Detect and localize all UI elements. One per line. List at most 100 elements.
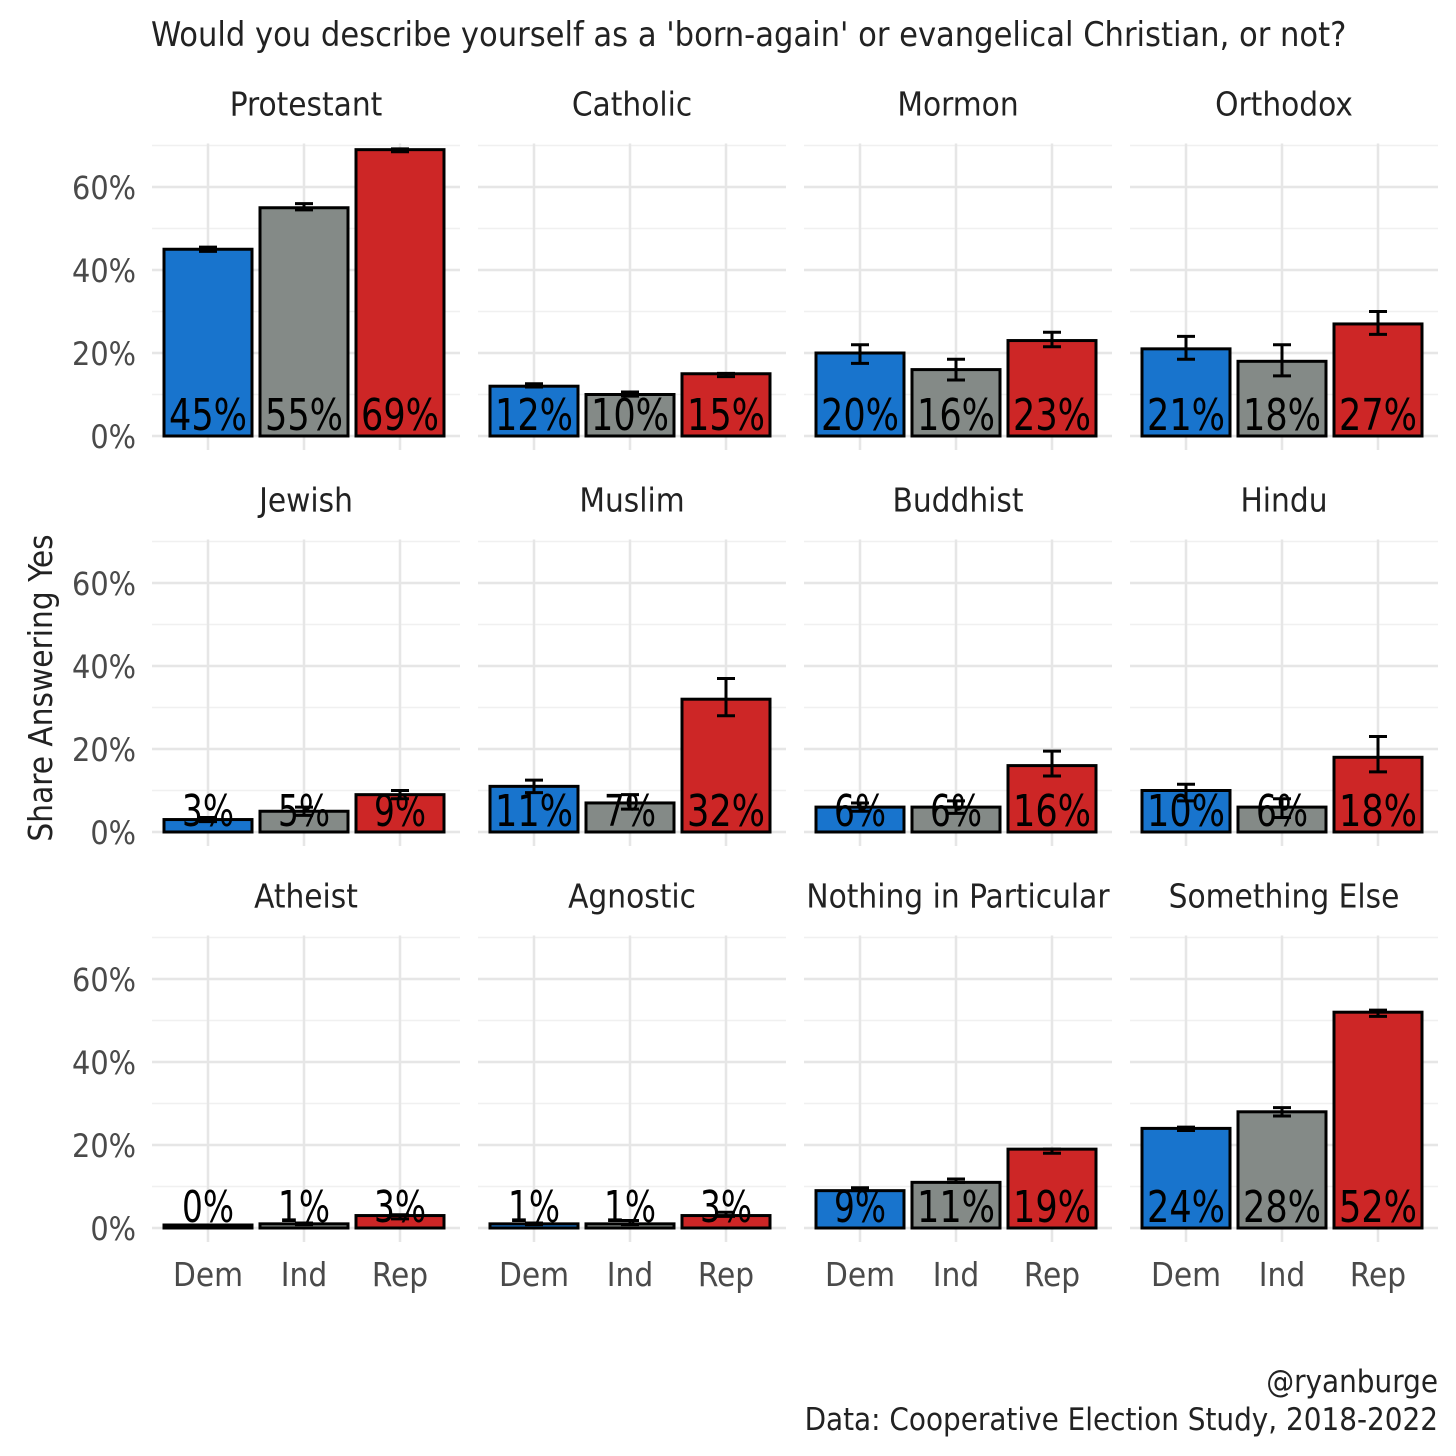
bar-dem bbox=[1140, 347, 1232, 438]
data-label: 1% bbox=[278, 1182, 330, 1233]
y-axis-label: Share Answering Yes bbox=[21, 534, 60, 841]
panel-jewish: Jewish 0% 20% 40% 60% 3% 5% 9% bbox=[72, 481, 460, 852]
x-tick-label: Rep bbox=[698, 1255, 754, 1294]
panel-title: Something Else bbox=[1169, 877, 1400, 916]
panel-agnostic: Agnostic Dem Ind Rep 1% 1% 3% bbox=[478, 877, 786, 1294]
data-label: 6% bbox=[834, 786, 886, 837]
y-tick-label: 0% bbox=[90, 1210, 136, 1248]
data-label: 11% bbox=[495, 786, 573, 837]
data-label: 7% bbox=[604, 786, 656, 837]
data-label: 20% bbox=[821, 390, 899, 441]
data-label: 52% bbox=[1339, 1182, 1417, 1233]
bar-dem bbox=[488, 384, 580, 438]
data-label: 55% bbox=[265, 390, 343, 441]
panel-title: Buddhist bbox=[892, 481, 1023, 520]
data-label: 9% bbox=[374, 786, 426, 837]
panel-title: Atheist bbox=[254, 877, 358, 916]
data-label: 32% bbox=[687, 786, 765, 837]
data-label: 19% bbox=[1013, 1182, 1091, 1233]
x-tick-label: Rep bbox=[1024, 1255, 1080, 1294]
data-label: 28% bbox=[1243, 1182, 1321, 1233]
bar-ind bbox=[584, 393, 676, 438]
bar-dem bbox=[162, 247, 254, 438]
data-label: 3% bbox=[374, 1182, 426, 1233]
x-tick-label: Ind bbox=[281, 1255, 327, 1294]
x-tick-label: Rep bbox=[372, 1255, 428, 1294]
panel-title: Nothing in Particular bbox=[806, 877, 1110, 916]
data-label: 16% bbox=[1013, 786, 1091, 837]
data-label: 24% bbox=[1147, 1182, 1225, 1233]
bar-dem bbox=[814, 1189, 906, 1230]
credit-source: Data: Cooperative Election Study, 2018-2… bbox=[805, 1402, 1438, 1438]
x-tick-label: Ind bbox=[607, 1255, 653, 1294]
panel-hindu: Hindu 10% 6% 18% bbox=[1130, 481, 1438, 846]
x-tick-label: Dem bbox=[825, 1255, 895, 1294]
data-label: 21% bbox=[1147, 390, 1225, 441]
panel-something-else: Something Else Dem Ind Rep 24% 28% 52% bbox=[1130, 877, 1438, 1294]
data-label: 16% bbox=[917, 390, 995, 441]
panel-buddhist: Buddhist 6% 6% 16% bbox=[804, 481, 1112, 846]
x-tick-label: Rep bbox=[1350, 1255, 1406, 1294]
bar-ind bbox=[1236, 1110, 1328, 1230]
data-label: 69% bbox=[361, 390, 439, 441]
panel-atheist: Atheist 0% 20% 40% 60% Dem Ind Rep 0% 1% 3% bbox=[72, 877, 460, 1294]
y-tick-label: 60% bbox=[72, 961, 136, 999]
panel-protestant: Protestant 0% 20% 40% 60% 45% 55% 69% bbox=[72, 85, 460, 456]
x-tick-label: Dem bbox=[173, 1255, 243, 1294]
y-tick-label: 20% bbox=[72, 731, 136, 769]
y-tick-label: 60% bbox=[72, 565, 136, 603]
data-label: 10% bbox=[591, 390, 669, 441]
panel-nothing-in-particular: Nothing in Particular Dem Ind Rep 9% 11% 19% bbox=[804, 877, 1112, 1294]
data-label: 27% bbox=[1339, 390, 1417, 441]
bar-dem bbox=[814, 805, 906, 834]
data-label: 18% bbox=[1243, 390, 1321, 441]
panel-title: Muslim bbox=[579, 481, 684, 520]
bar-rep bbox=[680, 697, 772, 834]
panel-title: Agnostic bbox=[568, 877, 696, 916]
data-label: 15% bbox=[687, 390, 765, 441]
data-label: 11% bbox=[917, 1182, 995, 1233]
y-tick-label: 20% bbox=[72, 335, 136, 373]
x-tick-label: Dem bbox=[499, 1255, 569, 1294]
x-tick-label: Ind bbox=[933, 1255, 979, 1294]
panels: Protestant 0% 20% 40% 60% 45% 55% 69% Catholic 12… bbox=[72, 85, 1438, 1294]
panel-title: Orthodox bbox=[1215, 85, 1353, 124]
panel-title: Jewish bbox=[257, 481, 353, 520]
y-tick-label: 40% bbox=[72, 648, 136, 686]
data-label: 12% bbox=[495, 390, 573, 441]
y-tick-label: 20% bbox=[72, 1127, 136, 1165]
chart-title: Would you describe yourself as a 'born-a… bbox=[151, 15, 1346, 55]
panel-orthodox: Orthodox 21% 18% 27% bbox=[1130, 85, 1438, 450]
panel-title: Mormon bbox=[897, 85, 1018, 124]
data-label: 3% bbox=[700, 1182, 752, 1233]
x-tick-label: Dem bbox=[1151, 1255, 1221, 1294]
bar-rep bbox=[1332, 1010, 1424, 1230]
panel-mormon: Mormon 20% 16% 23% bbox=[804, 85, 1112, 450]
data-label: 1% bbox=[508, 1182, 560, 1233]
panel-catholic: Catholic 12% 10% 15% bbox=[478, 85, 786, 450]
data-label: 5% bbox=[278, 786, 330, 837]
bar-ind bbox=[258, 206, 350, 438]
bar-rep bbox=[354, 793, 446, 834]
data-label: 18% bbox=[1339, 786, 1417, 837]
panel-muslim: Muslim 11% 7% 32% bbox=[478, 481, 786, 846]
bar-rep bbox=[354, 148, 446, 438]
y-tick-label: 60% bbox=[72, 169, 136, 207]
panel-title: Hindu bbox=[1240, 481, 1327, 520]
bar-ind bbox=[910, 1180, 1002, 1230]
y-tick-label: 0% bbox=[90, 418, 136, 456]
data-label: 23% bbox=[1013, 390, 1091, 441]
y-tick-label: 40% bbox=[72, 1044, 136, 1082]
data-label: 45% bbox=[169, 390, 247, 441]
data-label: 6% bbox=[1256, 786, 1308, 837]
data-label: 9% bbox=[834, 1182, 886, 1233]
y-tick-label: 40% bbox=[72, 252, 136, 290]
data-label: 0% bbox=[182, 1182, 234, 1233]
x-tick-label: Ind bbox=[1259, 1255, 1305, 1294]
data-label: 10% bbox=[1147, 786, 1225, 837]
bar-rep bbox=[680, 372, 772, 438]
credit-handle: @ryanburge bbox=[1266, 1364, 1438, 1400]
data-label: 1% bbox=[604, 1182, 656, 1233]
data-label: 3% bbox=[182, 786, 234, 837]
panel-title: Protestant bbox=[230, 85, 383, 124]
